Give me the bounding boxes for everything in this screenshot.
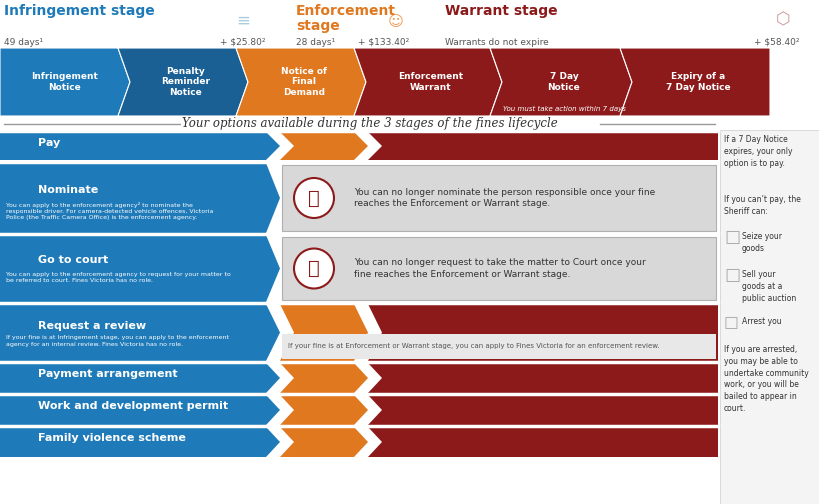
Text: Payment arrangement: Payment arrangement xyxy=(38,369,178,380)
Text: You can no longer nominate the person responsible once your fine
reaches the Enf: You can no longer nominate the person re… xyxy=(354,187,654,208)
Text: Work and development permit: Work and development permit xyxy=(38,401,228,411)
Text: You can no longer request to take the matter to Court once your
fine reaches the: You can no longer request to take the ma… xyxy=(354,258,645,279)
Text: Expiry of a
7 Day Notice: Expiry of a 7 Day Notice xyxy=(665,72,730,92)
Polygon shape xyxy=(619,48,769,116)
Polygon shape xyxy=(0,235,279,302)
Polygon shape xyxy=(354,48,501,116)
Polygon shape xyxy=(0,304,279,361)
Text: Infringement
Notice: Infringement Notice xyxy=(31,72,98,92)
Polygon shape xyxy=(0,363,279,393)
Text: Warrant stage: Warrant stage xyxy=(445,4,557,18)
Circle shape xyxy=(294,178,333,218)
Text: You can apply to the enforcement agency² to nominate the
responsible driver. For: You can apply to the enforcement agency²… xyxy=(6,202,213,220)
Text: + $58.40²: + $58.40² xyxy=(753,38,799,47)
Text: Infringement stage: Infringement stage xyxy=(4,4,155,18)
Polygon shape xyxy=(368,304,717,361)
Circle shape xyxy=(294,248,333,288)
Text: Warrants do not expire: Warrants do not expire xyxy=(445,38,548,47)
Bar xyxy=(0,0,819,48)
Polygon shape xyxy=(279,132,368,160)
Polygon shape xyxy=(368,395,717,425)
Text: ☺: ☺ xyxy=(387,14,404,29)
Text: If you are arrested,
you may be able to
undertake community
work, or you will be: If you are arrested, you may be able to … xyxy=(723,345,808,413)
Text: If your fine is at Infringement stage, you can apply to the enforcement
agency f: If your fine is at Infringement stage, y… xyxy=(6,335,229,347)
Polygon shape xyxy=(0,395,279,425)
Bar xyxy=(282,165,715,231)
Text: 7 Day
Notice: 7 Day Notice xyxy=(547,72,580,92)
Text: Penalty
Reminder
Notice: Penalty Reminder Notice xyxy=(161,67,210,97)
Text: ☐: ☐ xyxy=(723,315,738,333)
Text: If your fine is at Enforcement or Warrant stage, you can apply to Fines Victoria: If your fine is at Enforcement or Warran… xyxy=(287,343,658,349)
Text: Nominate: Nominate xyxy=(38,184,98,195)
Bar xyxy=(282,334,715,359)
Polygon shape xyxy=(368,132,717,160)
Polygon shape xyxy=(279,395,368,425)
Text: Pay: Pay xyxy=(38,138,60,148)
Text: You must take action within 7 days: You must take action within 7 days xyxy=(502,106,625,112)
Polygon shape xyxy=(368,427,717,457)
Text: Notice of
Final
Demand: Notice of Final Demand xyxy=(281,67,327,97)
Text: ☐: ☐ xyxy=(723,230,740,248)
Text: Seize your
goods: Seize your goods xyxy=(741,232,781,253)
Polygon shape xyxy=(236,48,365,116)
Text: + $133.40²: + $133.40² xyxy=(358,38,409,47)
Text: ✋: ✋ xyxy=(308,259,319,278)
Text: Family violence scheme: Family violence scheme xyxy=(38,433,186,444)
Text: ✋: ✋ xyxy=(308,188,319,208)
Polygon shape xyxy=(0,163,279,233)
Text: ≡: ≡ xyxy=(236,12,250,30)
Polygon shape xyxy=(118,48,247,116)
Polygon shape xyxy=(0,132,279,160)
Text: Arrest you: Arrest you xyxy=(741,317,781,326)
Polygon shape xyxy=(279,363,368,393)
Text: Request a review: Request a review xyxy=(38,321,146,331)
Text: Sell your
goods at a
public auction: Sell your goods at a public auction xyxy=(741,270,795,302)
Text: + $25.80²: + $25.80² xyxy=(219,38,265,47)
Text: 28 days¹: 28 days¹ xyxy=(296,38,335,47)
Text: Enforcement
stage: Enforcement stage xyxy=(296,4,396,33)
Text: 49 days¹: 49 days¹ xyxy=(4,38,43,47)
Polygon shape xyxy=(279,427,368,457)
Bar xyxy=(282,237,715,300)
Polygon shape xyxy=(279,304,368,361)
Text: If you can’t pay, the
Sheriff can:: If you can’t pay, the Sheriff can: xyxy=(723,195,800,216)
Text: ⬡: ⬡ xyxy=(775,10,790,28)
Text: Go to court: Go to court xyxy=(38,256,108,266)
Text: Enforcement
Warrant: Enforcement Warrant xyxy=(398,72,463,92)
Bar xyxy=(719,130,819,504)
Text: Your options available during the 3 stages of the fines lifecycle: Your options available during the 3 stag… xyxy=(182,117,557,131)
Polygon shape xyxy=(0,48,130,116)
Polygon shape xyxy=(0,427,279,457)
Polygon shape xyxy=(368,363,717,393)
Text: ☐: ☐ xyxy=(723,268,740,286)
Polygon shape xyxy=(490,48,631,116)
Text: You can apply to the enforcement agency to request for your matter to
be referre: You can apply to the enforcement agency … xyxy=(6,272,230,283)
Text: If a 7 Day Notice
expires, your only
option is to pay.: If a 7 Day Notice expires, your only opt… xyxy=(723,135,791,168)
